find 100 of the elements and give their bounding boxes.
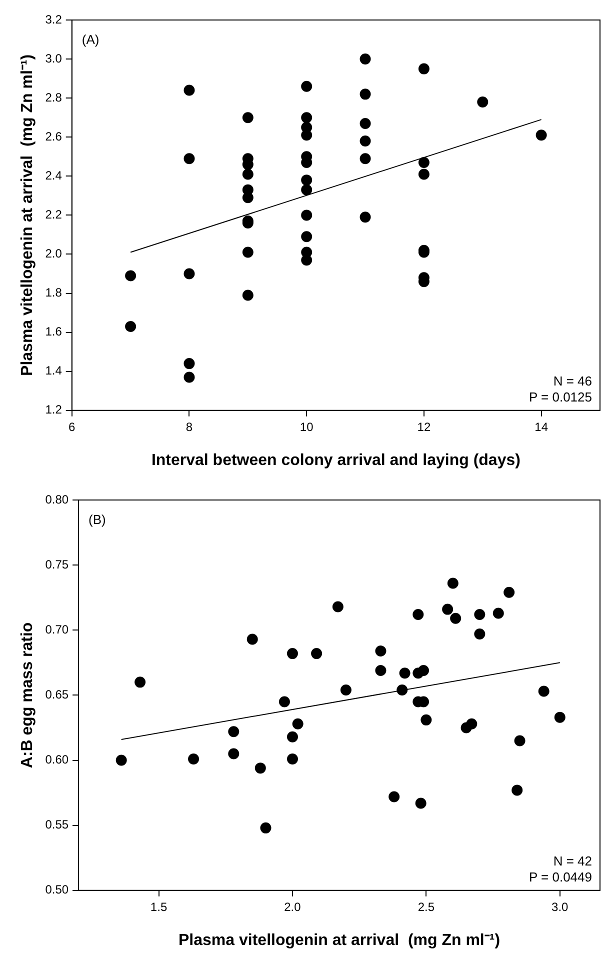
y-tick-label: 0.60 bbox=[45, 752, 69, 767]
point bbox=[442, 604, 454, 615]
point bbox=[260, 822, 272, 834]
point bbox=[466, 718, 478, 730]
point bbox=[301, 184, 312, 196]
y-axis-title: A:B egg mass ratio bbox=[19, 622, 36, 768]
x-axis-title: Interval between colony arrival and laying (days) bbox=[151, 452, 520, 469]
point bbox=[301, 254, 312, 266]
point bbox=[184, 84, 195, 96]
point bbox=[242, 168, 254, 180]
point bbox=[360, 118, 371, 129]
x-tick-label: 1.5 bbox=[150, 900, 168, 914]
point bbox=[134, 676, 146, 688]
x-tick-label: 10 bbox=[300, 420, 314, 434]
point bbox=[399, 668, 410, 679]
point bbox=[301, 174, 312, 186]
point bbox=[278, 696, 290, 708]
point bbox=[286, 753, 298, 764]
point bbox=[418, 63, 430, 74]
y-tick-label: 0.70 bbox=[45, 622, 69, 636]
point bbox=[340, 684, 352, 696]
y-tick-label: 1.4 bbox=[45, 364, 62, 378]
point bbox=[360, 88, 371, 100]
point bbox=[477, 96, 488, 108]
x-axis-title: Plasma vitellogenin at arrival (mg Zn ml⁻¹) bbox=[178, 932, 500, 949]
y-tick-label: 2.8 bbox=[45, 90, 62, 104]
point bbox=[360, 212, 371, 223]
x-tick-label: 2.0 bbox=[284, 900, 302, 914]
point bbox=[242, 246, 254, 258]
point bbox=[116, 754, 127, 766]
y-tick-label: 2.2 bbox=[45, 208, 62, 222]
x-tick-label: 6 bbox=[68, 420, 76, 434]
y-tick-label: 0.55 bbox=[45, 818, 69, 832]
point bbox=[242, 290, 254, 301]
point bbox=[332, 601, 344, 612]
y-tick-label: 2.4 bbox=[45, 168, 62, 182]
point bbox=[242, 112, 254, 124]
point bbox=[447, 578, 458, 589]
point bbox=[504, 586, 515, 598]
point bbox=[375, 645, 386, 656]
y-tick-label: 3.0 bbox=[45, 51, 62, 66]
annotation: (B) bbox=[88, 512, 106, 528]
point bbox=[228, 748, 240, 760]
point bbox=[512, 784, 523, 796]
point bbox=[301, 231, 312, 242]
x-tick-label: 2.5 bbox=[418, 900, 435, 914]
point bbox=[360, 54, 371, 65]
point bbox=[125, 270, 136, 282]
y-tick-label: 2.0 bbox=[45, 246, 62, 261]
annotation: N = 42 bbox=[553, 853, 592, 868]
x-tick-label: 14 bbox=[534, 420, 548, 434]
point bbox=[396, 684, 408, 696]
y-tick-label: 1.6 bbox=[45, 324, 62, 339]
point bbox=[125, 320, 136, 332]
point bbox=[418, 168, 430, 180]
point bbox=[360, 153, 371, 164]
point bbox=[415, 798, 426, 809]
point bbox=[492, 608, 504, 619]
point bbox=[412, 609, 424, 620]
point bbox=[242, 192, 254, 204]
point bbox=[375, 664, 386, 676]
y-tick-label: 1.2 bbox=[45, 402, 62, 417]
point bbox=[301, 130, 312, 141]
point bbox=[554, 712, 566, 723]
point bbox=[301, 210, 312, 221]
point bbox=[254, 762, 266, 774]
x-tick-label: 3.0 bbox=[552, 900, 569, 914]
point bbox=[184, 358, 195, 370]
y-tick-label: 0.65 bbox=[45, 688, 69, 702]
y-axis-title: Plasma vitellogenin at arrival (mg Zn ml⁻¹) bbox=[19, 54, 36, 376]
annotation: P = 0.0125 bbox=[528, 389, 592, 404]
point bbox=[301, 112, 312, 124]
point bbox=[420, 714, 432, 726]
point bbox=[418, 156, 430, 168]
x-tick-label: 8 bbox=[186, 420, 193, 434]
point bbox=[536, 130, 547, 141]
point bbox=[184, 372, 195, 383]
annotation: (A) bbox=[82, 32, 100, 48]
point bbox=[450, 612, 462, 624]
y-tick-label: 2.6 bbox=[45, 129, 62, 144]
annotation: P = 0.0449 bbox=[528, 869, 592, 884]
point bbox=[286, 648, 298, 660]
point bbox=[514, 735, 526, 746]
point bbox=[474, 628, 486, 640]
point bbox=[311, 648, 322, 660]
point bbox=[184, 268, 195, 280]
point bbox=[538, 686, 550, 697]
point bbox=[360, 136, 371, 147]
point bbox=[246, 634, 258, 645]
point bbox=[184, 153, 195, 164]
point bbox=[286, 731, 298, 742]
point bbox=[301, 80, 312, 92]
point bbox=[188, 753, 200, 764]
point bbox=[292, 718, 304, 730]
y-tick-label: 0.75 bbox=[45, 557, 69, 572]
point bbox=[474, 609, 486, 620]
y-tick-label: 0.50 bbox=[45, 882, 69, 897]
x-tick-label: 12 bbox=[417, 420, 431, 434]
y-tick-label: 1.8 bbox=[45, 286, 62, 300]
point bbox=[228, 726, 240, 738]
